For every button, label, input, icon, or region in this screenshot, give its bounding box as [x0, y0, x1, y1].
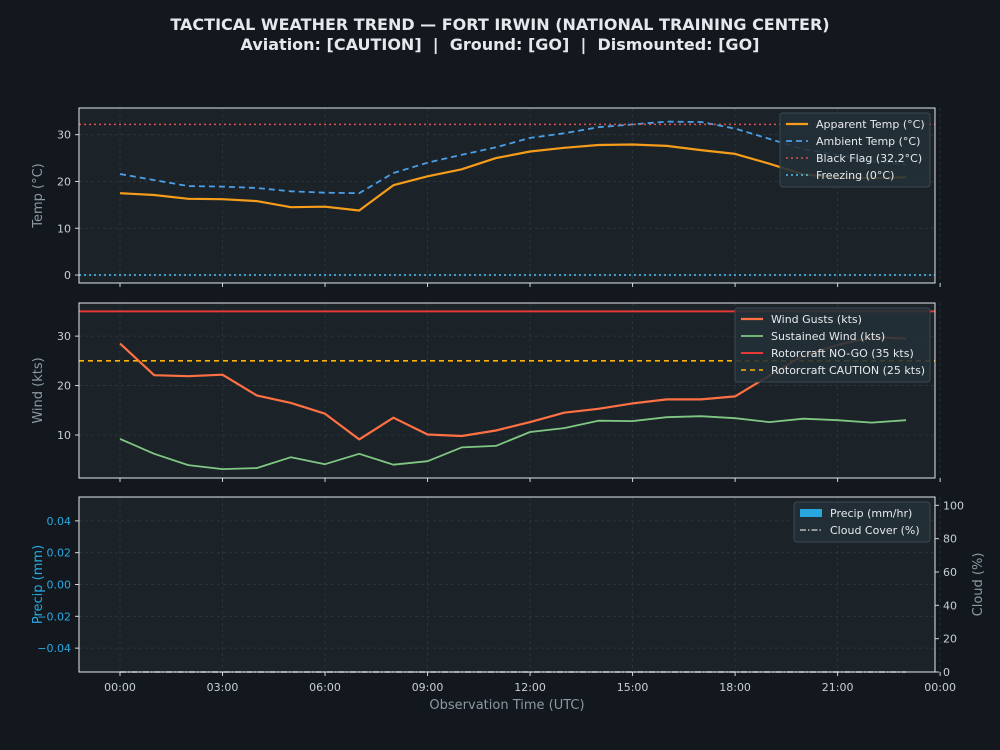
y-tick-label: −0.02	[37, 610, 71, 623]
x-tick-label: 09:00	[412, 681, 444, 694]
x-tick-label: 15:00	[617, 681, 649, 694]
y-tick-label: 10	[57, 429, 71, 442]
x-tick-label: 03:00	[207, 681, 239, 694]
series-line	[119, 120, 907, 195]
chart-title: TACTICAL WEATHER TREND — FORT IRWIN (NAT…	[170, 15, 829, 34]
y2-tick-label: 80	[943, 533, 957, 546]
x-axis-label: Observation Time (UTC)	[429, 698, 584, 713]
series-line	[119, 143, 907, 212]
y-tick-label: 0.02	[47, 547, 72, 560]
y2-tick-label: 60	[943, 566, 957, 579]
x-tick-label: 06:00	[309, 681, 341, 694]
y-tick-label: 0.00	[47, 579, 72, 592]
y2-tick-label: 100	[943, 499, 964, 512]
y-tick-label: 20	[57, 175, 71, 188]
y-tick-label: 20	[57, 380, 71, 393]
x-tick-label: 12:00	[514, 681, 546, 694]
y-tick-label: 0.04	[47, 515, 72, 528]
y-tick-label: 30	[57, 330, 71, 343]
legend-swatch	[800, 509, 822, 517]
legend-label: Rotorcraft NO-GO (35 kts)	[771, 347, 914, 360]
legend: Apparent Temp (°C) Ambient Temp (°C) Black…	[779, 112, 931, 188]
y-tick-label: 30	[57, 129, 71, 142]
series-line	[119, 415, 907, 471]
legend-label: Cloud Cover (%)	[830, 524, 920, 537]
legend-label: Ambient Temp (°C)	[816, 135, 920, 148]
x-tick-label: 21:00	[822, 681, 854, 694]
y2-tick-label: 40	[943, 599, 957, 612]
legend-label: Wind Gusts (kts)	[771, 313, 862, 326]
y2-tick-label: 0	[943, 666, 950, 679]
panel-3: −0.04 −0.02 0.00 0.02 0.04 Precip (mm) 0 20 40 60…	[31, 496, 986, 713]
legend-label: Freezing (0°C)	[816, 169, 894, 182]
y2-axis-label: Cloud (%)	[971, 553, 986, 617]
legend: Wind Gusts (kts) Sustained Wind (kts) Roto…	[734, 307, 931, 383]
panel-1: 0 10 20 30 Temp (°C) Apparent Temp (°C) Ambien…	[31, 107, 941, 287]
y-tick-label: 10	[57, 222, 71, 235]
y-axis-label: Wind (kts)	[31, 357, 46, 423]
x-tick-label: 00:00	[104, 681, 136, 694]
x-tick-label: 00:00	[924, 681, 956, 694]
plot-frame	[78, 107, 936, 284]
legend-label: Black Flag (32.2°C)	[816, 152, 922, 165]
legend-box	[734, 307, 931, 383]
x-tick-label: 18:00	[719, 681, 751, 694]
legend-label: Precip (mm/hr)	[830, 507, 912, 520]
legend-label: Sustained Wind (kts)	[771, 330, 885, 343]
plot-frame	[78, 496, 936, 673]
y-tick-label: 0	[64, 269, 71, 282]
legend-box	[779, 112, 931, 188]
y-axis-label: Temp (°C)	[31, 163, 46, 229]
y-tick-label: −0.04	[37, 642, 71, 655]
chart-panels: 0 10 20 30 Temp (°C) Apparent Temp (°C) Ambien…	[31, 107, 986, 713]
panel-2: 10 20 30 Wind (kts) Wind Gusts (kts) Sustaine…	[31, 302, 941, 482]
legend: Precip (mm/hr) Cloud Cover (%)	[793, 501, 931, 543]
chart-subtitle: Aviation: [CAUTION] | Ground: [GO] | Dis…	[241, 35, 760, 55]
plot-frame	[78, 302, 936, 479]
y2-tick-label: 20	[943, 633, 957, 646]
legend-label: Apparent Temp (°C)	[816, 118, 925, 131]
y-axis-label: Precip (mm)	[31, 545, 46, 624]
legend-box	[793, 501, 931, 543]
legend-label: Rotorcraft CAUTION (25 kts)	[771, 364, 925, 377]
